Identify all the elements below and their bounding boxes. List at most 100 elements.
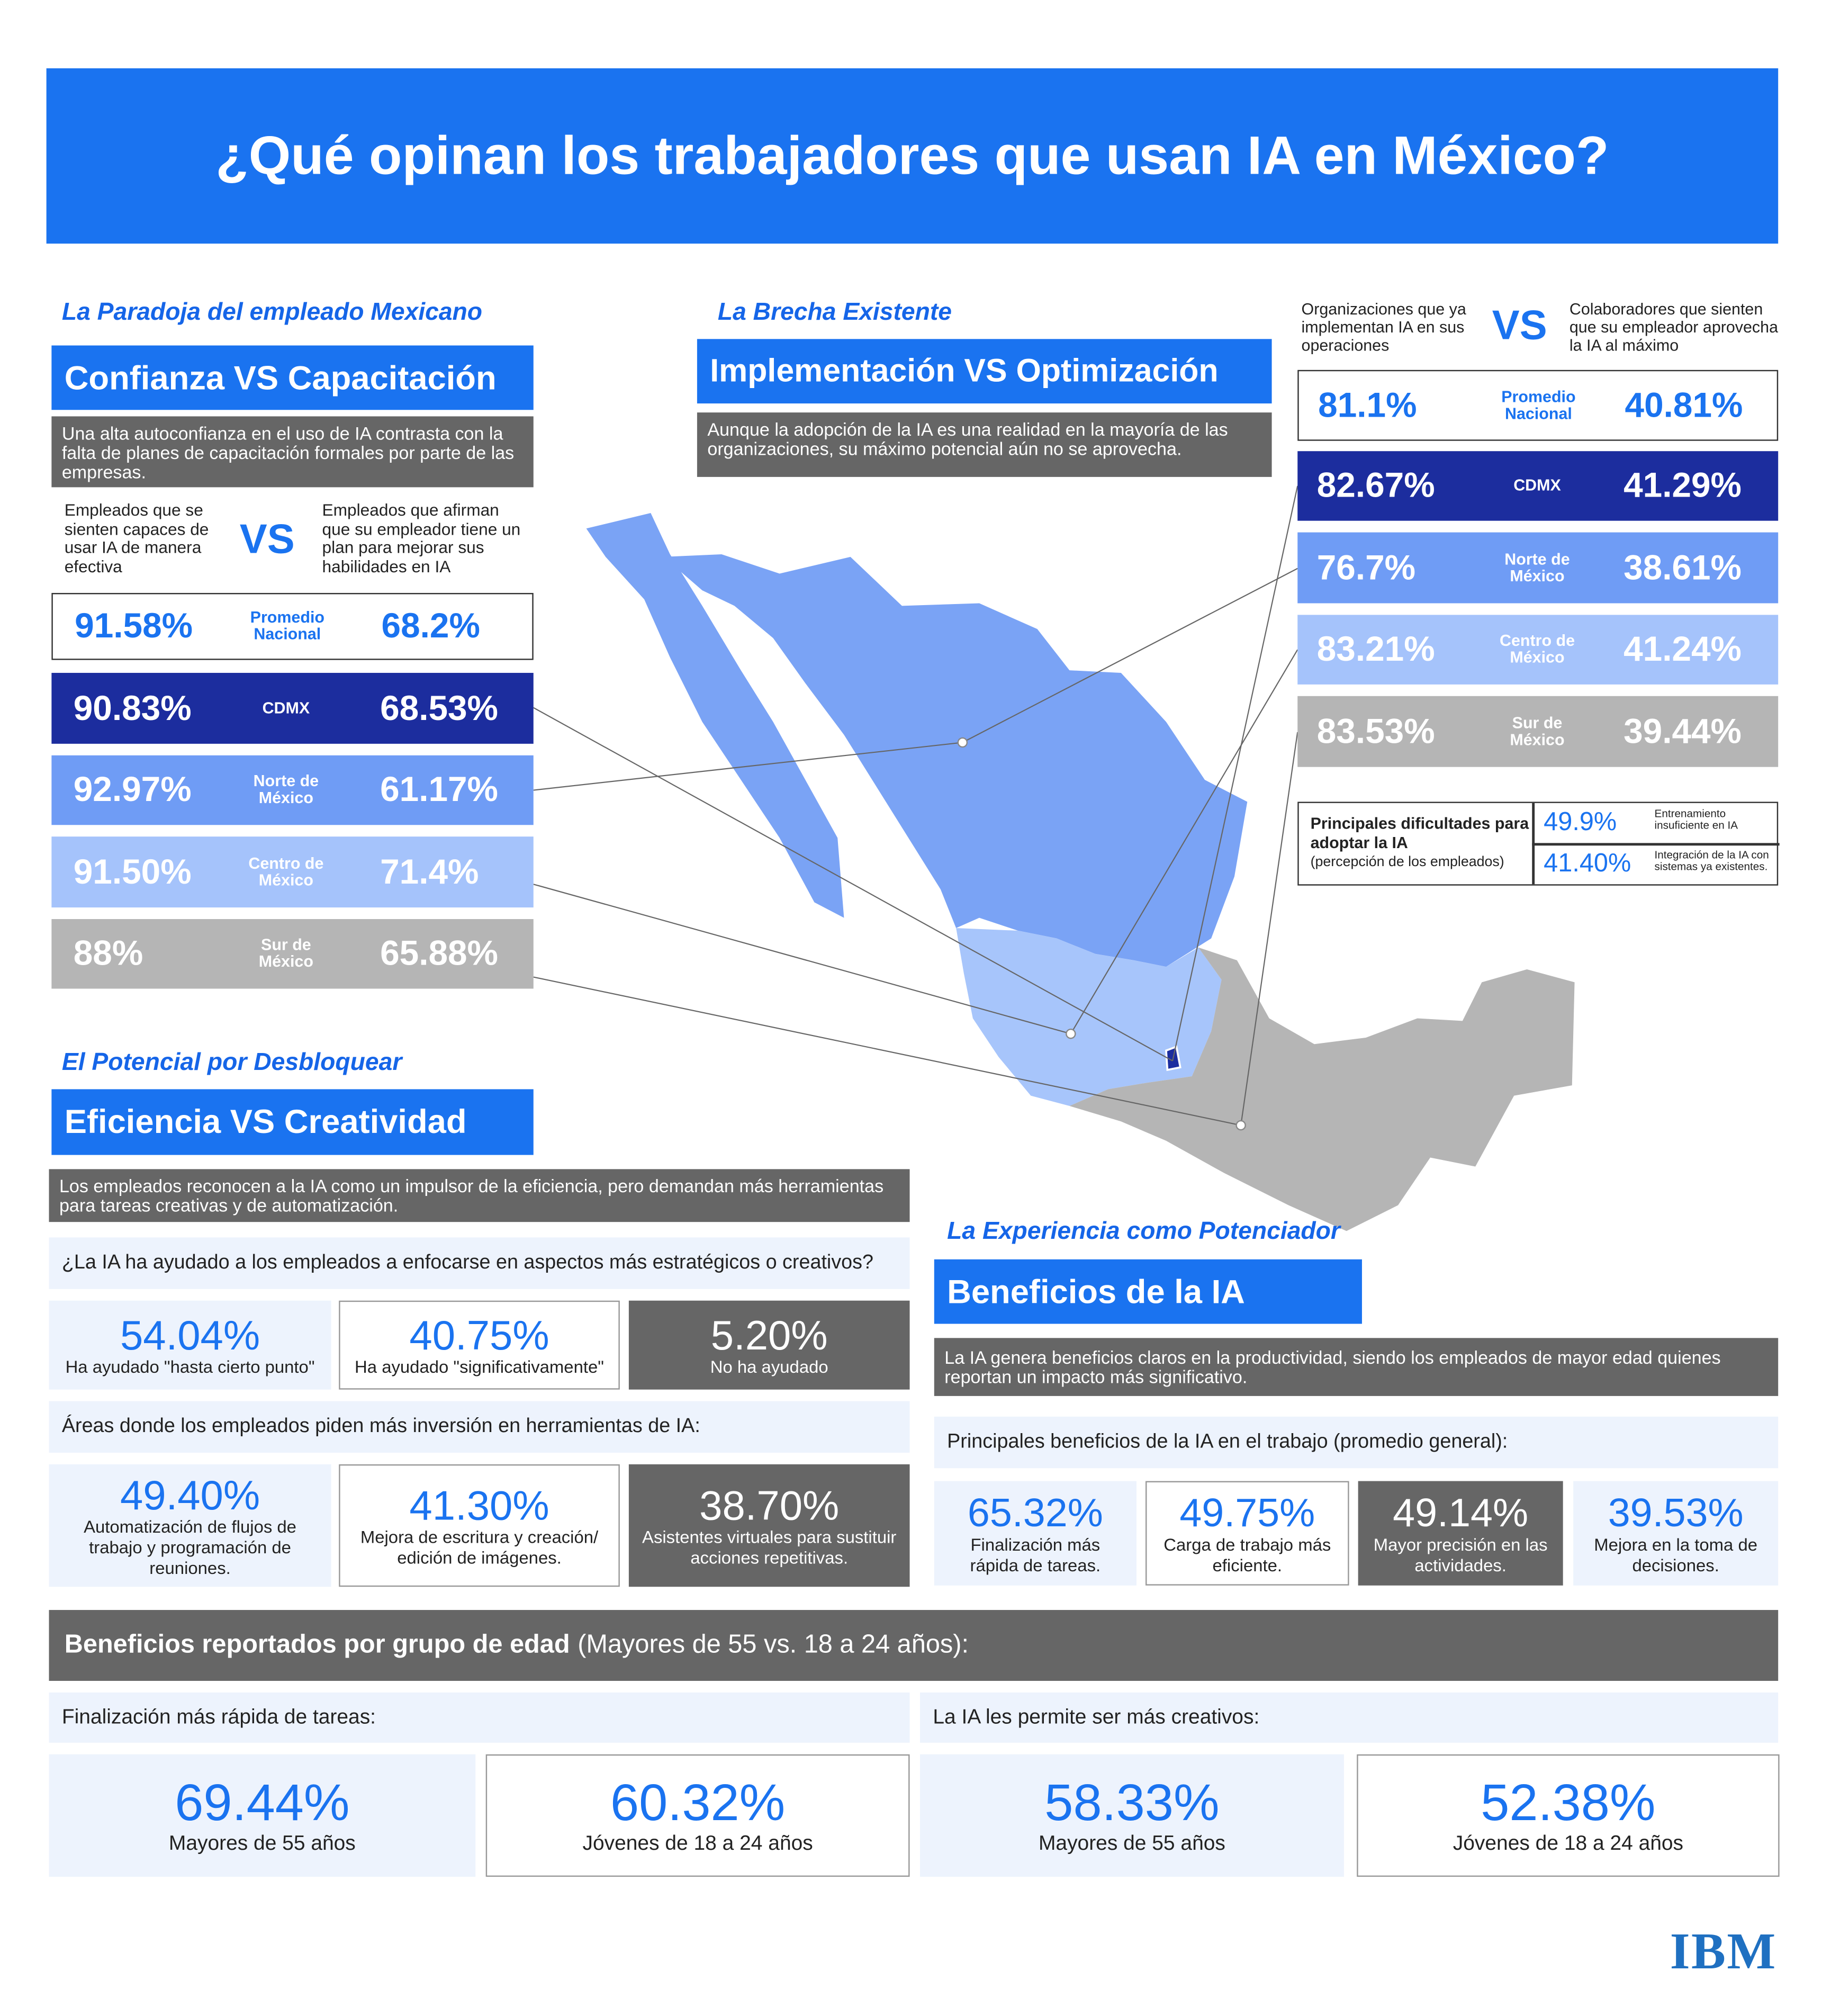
stat-label: Carga de trabajo más eficiente. (1163, 1534, 1331, 1576)
right-value: 65.88% (380, 934, 499, 973)
region-label: CDMX (1513, 476, 1561, 494)
difficulties-note: (percepción de los empleados) (1310, 854, 1504, 870)
connector (1070, 649, 1298, 1034)
stat-label: Jóvenes de 18 a 24 años (1453, 1833, 1684, 1855)
map-dot (957, 737, 968, 748)
stat-value: 5.20% (710, 1311, 828, 1358)
description: Aunque la adopción de la IA es una reali… (697, 412, 1272, 477)
stat-label: Finalización más rápida de tareas. (970, 1534, 1101, 1576)
stat-card: 69.44% Mayores de 55 años (49, 1754, 476, 1877)
left-value: 90.83% (73, 688, 192, 727)
connector (533, 742, 963, 791)
stat-label: Mayor precisión en las actividades. (1373, 1534, 1548, 1576)
region-row: 81.1% Promedio Nacional 40.81% (1297, 370, 1779, 441)
stat-value: 60.32% (610, 1775, 786, 1832)
stat-label: Ha ayudado "significativamente" (355, 1356, 604, 1376)
region-label: Centro de México (1499, 632, 1575, 667)
left-value: 91.50% (73, 852, 192, 891)
stat-card: 39.53% Mejora en la toma de decisiones. (1573, 1481, 1779, 1586)
description: Los empleados reconocen a la IA como un … (49, 1169, 910, 1222)
stat-value: 54.04% (120, 1311, 260, 1358)
right-label: Empleados que afirman que su empleador t… (322, 500, 521, 576)
stat-label: No ha ayudado (710, 1356, 828, 1376)
connector (533, 976, 1241, 1126)
question: Principales beneficios de la IA en el tr… (934, 1416, 1779, 1469)
stat-card: 60.32% Jóvenes de 18 a 24 años (485, 1754, 910, 1877)
stat-card: 49.14% Mayor precisión en las actividades… (1358, 1481, 1563, 1586)
difficulty-label: Entrenamiento insuficiente en IA (1654, 807, 1738, 832)
map-south (1069, 947, 1575, 1231)
right-label: Colaboradores que sienten que su emplead… (1569, 300, 1779, 355)
stat-label: Jóvenes de 18 a 24 años (582, 1833, 813, 1855)
stat-value: 41.30% (409, 1481, 549, 1528)
stat-label: Ha ayudado "hasta cierto punto" (65, 1356, 315, 1376)
stat-label: Mejora de escritura y creación/ edición … (360, 1527, 599, 1567)
region-label: Norte de México (253, 772, 319, 807)
left-value: 83.21% (1316, 629, 1435, 669)
stat-card: 52.38% Jóvenes de 18 a 24 años (1357, 1754, 1780, 1877)
left-value: 76.7% (1316, 547, 1416, 587)
section-heading: Beneficios de la IA (934, 1259, 1362, 1324)
vs: VS (1492, 301, 1547, 348)
stat-label: Automatización de flujos de trabajo y pr… (84, 1516, 296, 1577)
stat-card: 5.20% No ha ayudado (628, 1300, 910, 1390)
map-north (663, 554, 1248, 967)
region-row: 91.58% Promedio Nacional 68.2% (51, 593, 534, 660)
region-row: 76.7% Norte de México 38.61% (1297, 532, 1779, 604)
left-label: Organizaciones que ya implementan IA en … (1301, 300, 1466, 355)
region-label: Sur de México (1510, 713, 1565, 749)
region-row: 83.53% Sur de México 39.44% (1297, 696, 1779, 767)
kicker: La Paradoja del empleado Mexicano (61, 299, 483, 327)
connector (962, 568, 1298, 743)
stat-card: 49.40% Automatización de flujos de trabaj… (49, 1464, 331, 1587)
difficulty-value: 49.9% (1544, 808, 1617, 837)
stat-card: 58.33% Mayores de 55 años (920, 1754, 1344, 1877)
right-value: 40.81% (1625, 385, 1743, 425)
age-heading-bold: Beneficios reportados por grupo de edad (64, 1631, 570, 1659)
region-row: 83.21% Centro de México 41.24% (1297, 615, 1779, 685)
section-heading: Confianza VS Capacitación (51, 345, 534, 410)
difficulty-value: 41.40% (1544, 849, 1631, 878)
stat-value: 49.75% (1179, 1489, 1315, 1535)
connectors (533, 485, 1298, 1126)
difficulties-box: Principales dificultades para adoptar la… (1297, 802, 1780, 886)
connector (1172, 485, 1298, 1061)
stat-card: 38.70% Asistentes virtuales para sustitui… (628, 1464, 910, 1587)
region-row: 91.50% Centro de México 71.4% (51, 836, 534, 908)
stat-label: Mayores de 55 años (1038, 1833, 1225, 1855)
map-dot (1235, 1120, 1246, 1131)
left-label: Empleados que se sienten capaces de usar… (64, 500, 209, 576)
stat-value: 65.32% (967, 1489, 1103, 1535)
kicker: El Potencial por Desbloquear (61, 1049, 402, 1077)
map-baja (586, 513, 844, 918)
connector (533, 707, 1173, 1061)
connector (1240, 732, 1298, 1126)
right-value: 61.17% (380, 770, 499, 809)
title-banner: ¿Qué opinan los trabajadores que usan IA… (46, 68, 1779, 244)
stat-value: 49.14% (1393, 1489, 1529, 1535)
connector (533, 884, 1071, 1034)
region-row: 88% Sur de México 65.88% (51, 919, 534, 989)
stat-value: 52.38% (1481, 1775, 1656, 1832)
age-heading-rest: (Mayores de 55 vs. 18 a 24 años): (578, 1631, 969, 1659)
region-label: Promedio Nacional (250, 608, 325, 643)
stat-card: 40.75% Ha ayudado "significativamente" (339, 1300, 620, 1390)
stat-value: 49.40% (120, 1471, 260, 1518)
map-dots (957, 737, 1246, 1131)
right-value: 38.61% (1623, 547, 1742, 587)
description: La IA genera beneficios claros en la pro… (934, 1338, 1779, 1396)
left-value: 81.1% (1318, 385, 1417, 425)
divider (1532, 843, 1780, 845)
stat-value: 58.33% (1044, 1775, 1220, 1832)
description: Una alta autoconfianza en el uso de IA c… (51, 416, 534, 488)
region-label: CDMX (262, 698, 310, 717)
group-title: Finalización más rápida de tareas: (49, 1692, 910, 1743)
stat-value: 69.44% (175, 1775, 350, 1832)
question: ¿La IA ha ayudado a los empleados a enfo… (49, 1237, 910, 1289)
map-dot (1066, 1028, 1076, 1039)
right-value: 39.44% (1623, 712, 1742, 751)
right-value: 68.2% (381, 606, 480, 645)
